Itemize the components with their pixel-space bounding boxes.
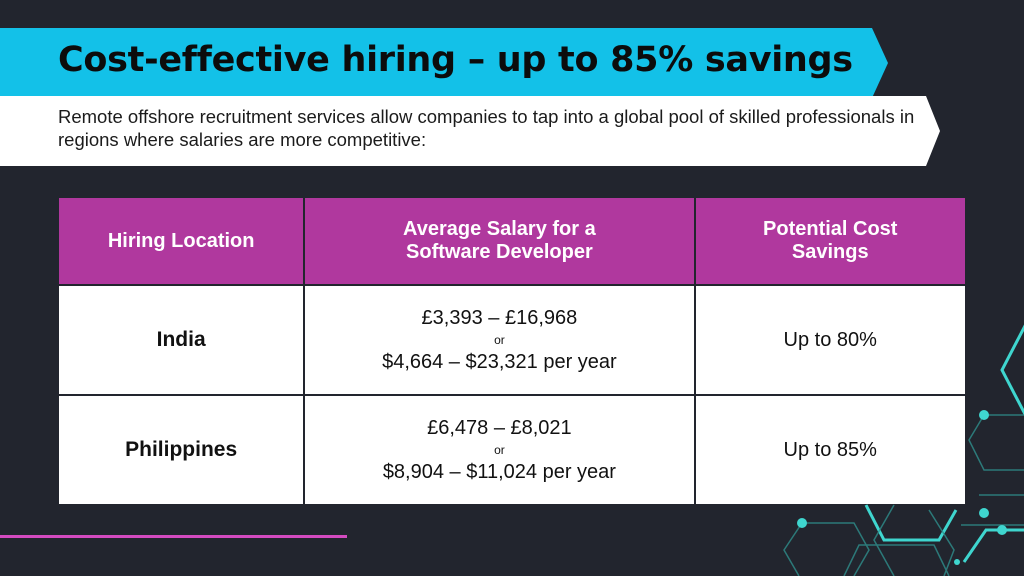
circuit-decoration-icon [783,324,1024,576]
header-hiring-location: Hiring Location [56,196,306,286]
savings-cell: Up to 85% [693,394,967,506]
savings-cell: Up to 80% [693,284,967,396]
subtitle: Remote offshore recruitment services all… [58,106,915,150]
header-cost-savings-text: Potential Cost Savings [763,218,898,263]
salary-or: or [494,333,505,347]
subtitle-banner: Remote offshore recruitment services all… [0,96,940,166]
salary-usd: $4,664 – $23,321 per year [382,351,617,373]
header-average-salary: Average Salary for a Software Developer [303,196,696,286]
accent-line [0,535,347,538]
header-average-salary-text: Average Salary for a Software Developer [403,218,596,263]
salary-gbp: £6,478 – £8,021 [427,417,572,439]
table-row: Philippines £6,478 – £8,021 or $8,904 – … [56,394,967,506]
salary-cell: £3,393 – £16,968 or $4,664 – $23,321 per… [303,284,696,396]
title-banner: Cost-effective hiring – up to 85% saving… [0,28,888,98]
location-cell: Philippines [56,394,306,506]
salary-table: Hiring Location Average Salary for a Sof… [56,196,967,506]
table-header-row: Hiring Location Average Salary for a Sof… [56,196,967,286]
salary-usd: $8,904 – $11,024 per year [382,461,616,483]
salary-or: or [494,443,505,457]
header-cost-savings: Potential Cost Savings [693,196,967,286]
table-row: India £3,393 – £16,968 or $4,664 – $23,3… [56,284,967,396]
salary-gbp: £3,393 – £16,968 [421,307,578,329]
page-title: Cost-effective hiring – up to 85% saving… [58,40,853,80]
location-cell: India [56,284,306,396]
salary-cell: £6,478 – £8,021 or $8,904 – $11,024 per … [303,394,696,506]
